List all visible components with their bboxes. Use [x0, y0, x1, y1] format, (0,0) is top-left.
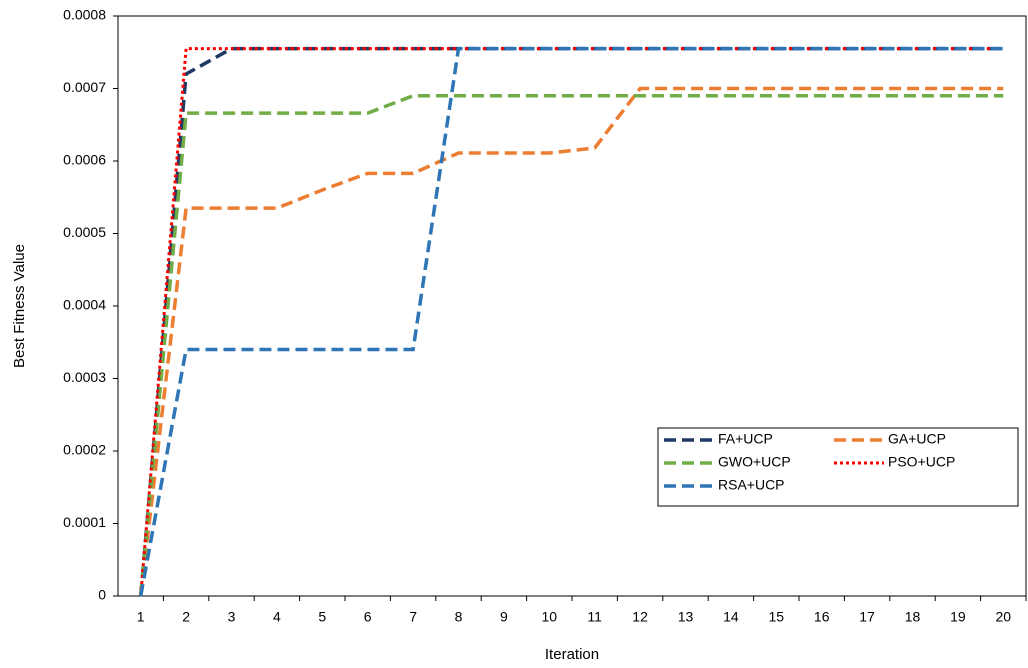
x-tick-label: 7 [409, 609, 417, 625]
x-tick-label: 4 [273, 609, 281, 625]
x-tick-label: 17 [859, 609, 875, 625]
y-tick-label: 0.0001 [63, 514, 106, 530]
y-tick-label: 0.0005 [63, 224, 106, 240]
y-tick-label: 0.0008 [63, 7, 106, 23]
x-tick-label: 13 [678, 609, 694, 625]
legend-label: FA+UCP [718, 431, 773, 447]
legend-label: PSO+UCP [888, 454, 955, 470]
y-tick-label: 0 [98, 587, 106, 603]
y-tick-label: 0.0004 [63, 297, 106, 313]
x-tick-label: 5 [318, 609, 326, 625]
x-tick-label: 12 [632, 609, 648, 625]
x-tick-label: 20 [996, 609, 1012, 625]
legend-label: GWO+UCP [718, 454, 791, 470]
x-tick-label: 1 [137, 609, 145, 625]
x-tick-label: 3 [228, 609, 236, 625]
y-tick-label: 0.0007 [63, 79, 106, 95]
x-tick-label: 11 [587, 609, 602, 625]
series-line [138, 94, 1004, 597]
x-tick-label: 10 [542, 609, 558, 625]
x-tick-label: 16 [814, 609, 830, 625]
x-tick-label: 2 [182, 609, 190, 625]
series-line [138, 86, 1004, 597]
series-line [138, 46, 1004, 597]
x-tick-label: 6 [364, 609, 372, 625]
legend-label: GA+UCP [888, 431, 946, 447]
x-tick-label: 8 [455, 609, 463, 625]
x-axis-title: Iteration [545, 646, 599, 663]
y-tick-label: 0.0003 [63, 369, 106, 385]
x-tick-label: 19 [950, 609, 966, 625]
x-tick-label: 15 [769, 609, 785, 625]
y-axis-title: Best Fitness Value [11, 244, 28, 368]
x-tick-label: 9 [500, 609, 508, 625]
legend-label: RSA+UCP [718, 477, 785, 493]
x-tick-label: 14 [723, 609, 739, 625]
y-tick-label: 0.0006 [63, 152, 106, 168]
y-tick-label: 0.0002 [63, 442, 106, 458]
x-tick-label: 18 [905, 609, 921, 625]
